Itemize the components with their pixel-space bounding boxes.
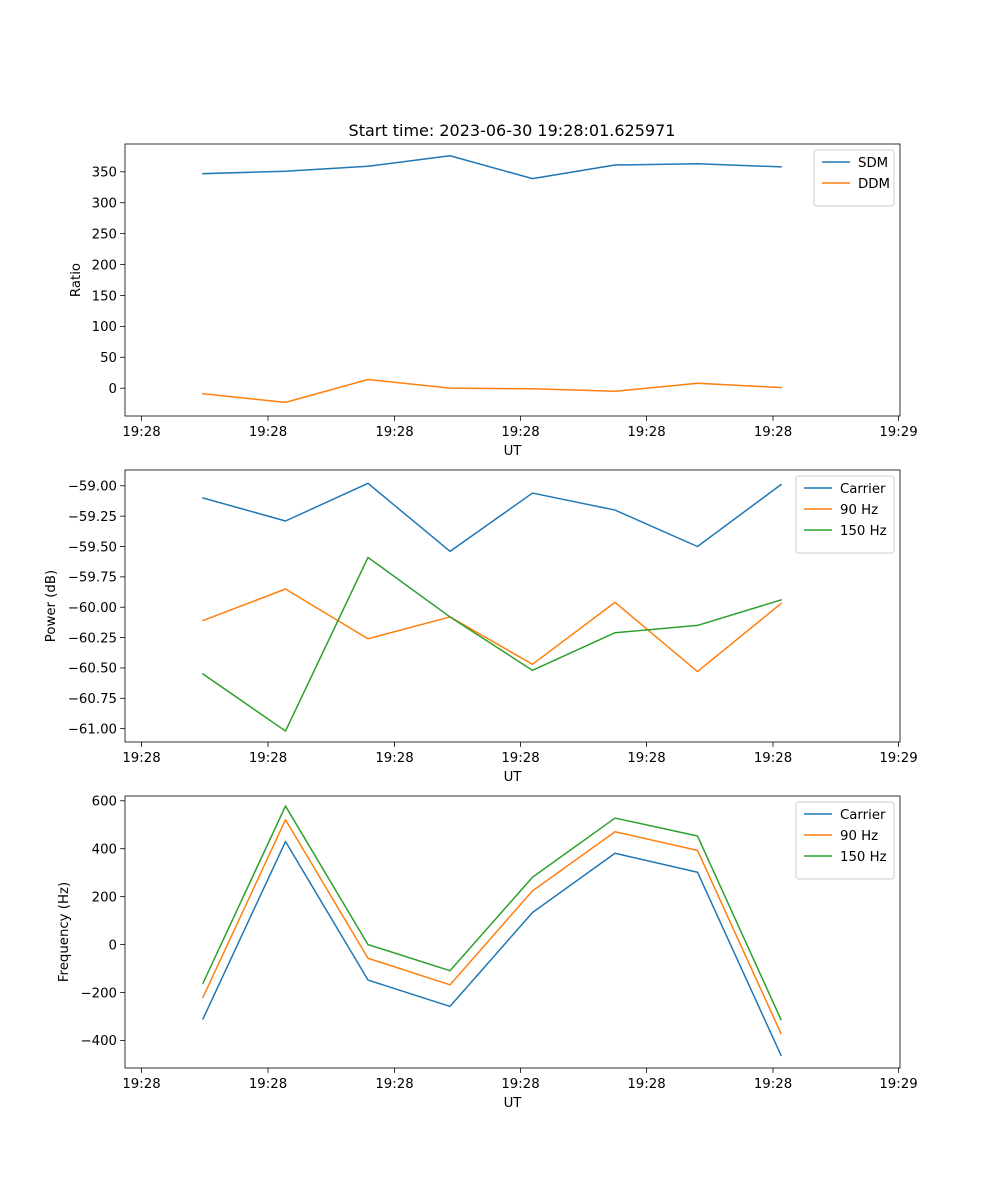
y-tick-label: 50 bbox=[100, 351, 117, 366]
x-tick-label: 19:29 bbox=[879, 751, 917, 766]
legend-label: SDM bbox=[858, 156, 888, 171]
legend-box bbox=[813, 149, 895, 207]
x-axis-label: UT bbox=[504, 1096, 523, 1111]
axes-frame bbox=[124, 795, 901, 1069]
y-tick-label: 0 bbox=[109, 382, 117, 397]
legend-label: 90 Hz bbox=[840, 829, 878, 844]
legend-label: Carrier bbox=[840, 808, 886, 823]
figure-title: Start time: 2023-06-30 19:28:01.625971 bbox=[349, 121, 676, 140]
subplot-3: 19:28 19:28 19:28 19:28 19:28 19:28 19:29 −400 −… bbox=[57, 795, 918, 1111]
y-tick-label: 200 bbox=[92, 258, 117, 273]
y-tick-label: 400 bbox=[92, 843, 117, 858]
y-axis-label: Ratio bbox=[69, 263, 84, 297]
x-tick-label: 19:28 bbox=[375, 751, 413, 766]
y-tick-label: −60.75 bbox=[68, 692, 117, 707]
y-axis-label: Frequency (Hz) bbox=[57, 882, 72, 982]
y-tick-label: 0 bbox=[109, 938, 117, 953]
y-tick-label: −60.00 bbox=[68, 601, 117, 616]
legend-label: 90 Hz bbox=[840, 503, 878, 518]
x-tick-label: 19:28 bbox=[122, 751, 160, 766]
y-tick-label: −59.50 bbox=[68, 540, 117, 555]
y-tick-label: −400 bbox=[80, 1034, 117, 1049]
x-tick-label: 19:28 bbox=[627, 425, 665, 440]
x-tick-label: 19:28 bbox=[375, 1077, 413, 1092]
legend: SDM DDM bbox=[813, 149, 895, 207]
legend-label: Carrier bbox=[840, 482, 886, 497]
legend-label: 150 Hz bbox=[840, 524, 887, 539]
series-line-carrier bbox=[202, 482, 783, 553]
y-tick-label: −59.00 bbox=[68, 480, 117, 495]
x-tick-label: 19:28 bbox=[122, 425, 160, 440]
legend-box bbox=[795, 475, 895, 554]
legend: Carrier 90 Hz 150 Hz bbox=[795, 475, 895, 554]
y-tick-label: 100 bbox=[92, 320, 117, 335]
y-tick-label: 600 bbox=[92, 795, 117, 810]
y-tick-label: −61.00 bbox=[68, 722, 117, 737]
subplot-1: 19:28 19:28 19:28 19:28 19:28 19:28 19:29 0 50 10… bbox=[69, 143, 918, 459]
y-tick-label: 350 bbox=[92, 166, 117, 181]
legend: Carrier 90 Hz 150 Hz bbox=[795, 801, 895, 880]
x-tick-label: 19:28 bbox=[754, 425, 792, 440]
x-tick-label: 19:28 bbox=[249, 751, 287, 766]
y-tick-label: −60.25 bbox=[68, 631, 117, 646]
axes-frame bbox=[124, 143, 901, 417]
x-tick-label: 19:28 bbox=[627, 751, 665, 766]
x-tick-label: 19:28 bbox=[122, 1077, 160, 1092]
x-tick-label: 19:28 bbox=[754, 1077, 792, 1092]
subplot-2: 19:28 19:28 19:28 19:28 19:28 19:28 19:29 −61.0… bbox=[44, 469, 918, 785]
series-line-sdm bbox=[202, 155, 782, 180]
x-axis-label: UT bbox=[504, 770, 523, 785]
y-tick-label: −59.25 bbox=[68, 510, 117, 525]
x-tick-label: 19:29 bbox=[879, 425, 917, 440]
series-line-carrier bbox=[202, 840, 782, 1057]
series-line-150-hz bbox=[202, 805, 782, 1021]
y-tick-label: 200 bbox=[92, 890, 117, 905]
series-line-150-hz bbox=[201, 556, 782, 732]
y-tick-label: −59.75 bbox=[68, 571, 117, 586]
series-line-ddm bbox=[202, 378, 782, 404]
y-tick-label: −60.50 bbox=[68, 662, 117, 677]
x-tick-label: 19:28 bbox=[501, 1077, 539, 1092]
x-tick-label: 19:28 bbox=[249, 425, 287, 440]
x-tick-label: 19:28 bbox=[754, 751, 792, 766]
x-tick-label: 19:28 bbox=[375, 425, 413, 440]
y-tick-label: 150 bbox=[92, 289, 117, 304]
x-tick-label: 19:28 bbox=[501, 751, 539, 766]
plots-group: 19:28 19:28 19:28 19:28 19:28 19:28 19:29 0 50 10… bbox=[44, 143, 918, 1111]
legend-label: 150 Hz bbox=[840, 850, 887, 865]
x-axis-label: UT bbox=[504, 444, 523, 459]
x-tick-label: 19:28 bbox=[627, 1077, 665, 1092]
y-tick-label: 300 bbox=[92, 197, 117, 212]
legend-box bbox=[795, 801, 895, 880]
x-tick-label: 19:28 bbox=[501, 425, 539, 440]
legend-label: DDM bbox=[858, 177, 890, 192]
y-tick-label: −200 bbox=[80, 986, 117, 1001]
y-tick-label: 250 bbox=[92, 227, 117, 242]
x-tick-label: 19:28 bbox=[249, 1077, 287, 1092]
axes-frame bbox=[124, 469, 901, 743]
y-axis-label: Power (dB) bbox=[44, 570, 59, 642]
x-tick-label: 19:29 bbox=[879, 1077, 917, 1092]
series-line-90-hz bbox=[202, 588, 783, 673]
series-line-90-hz bbox=[202, 818, 782, 1035]
